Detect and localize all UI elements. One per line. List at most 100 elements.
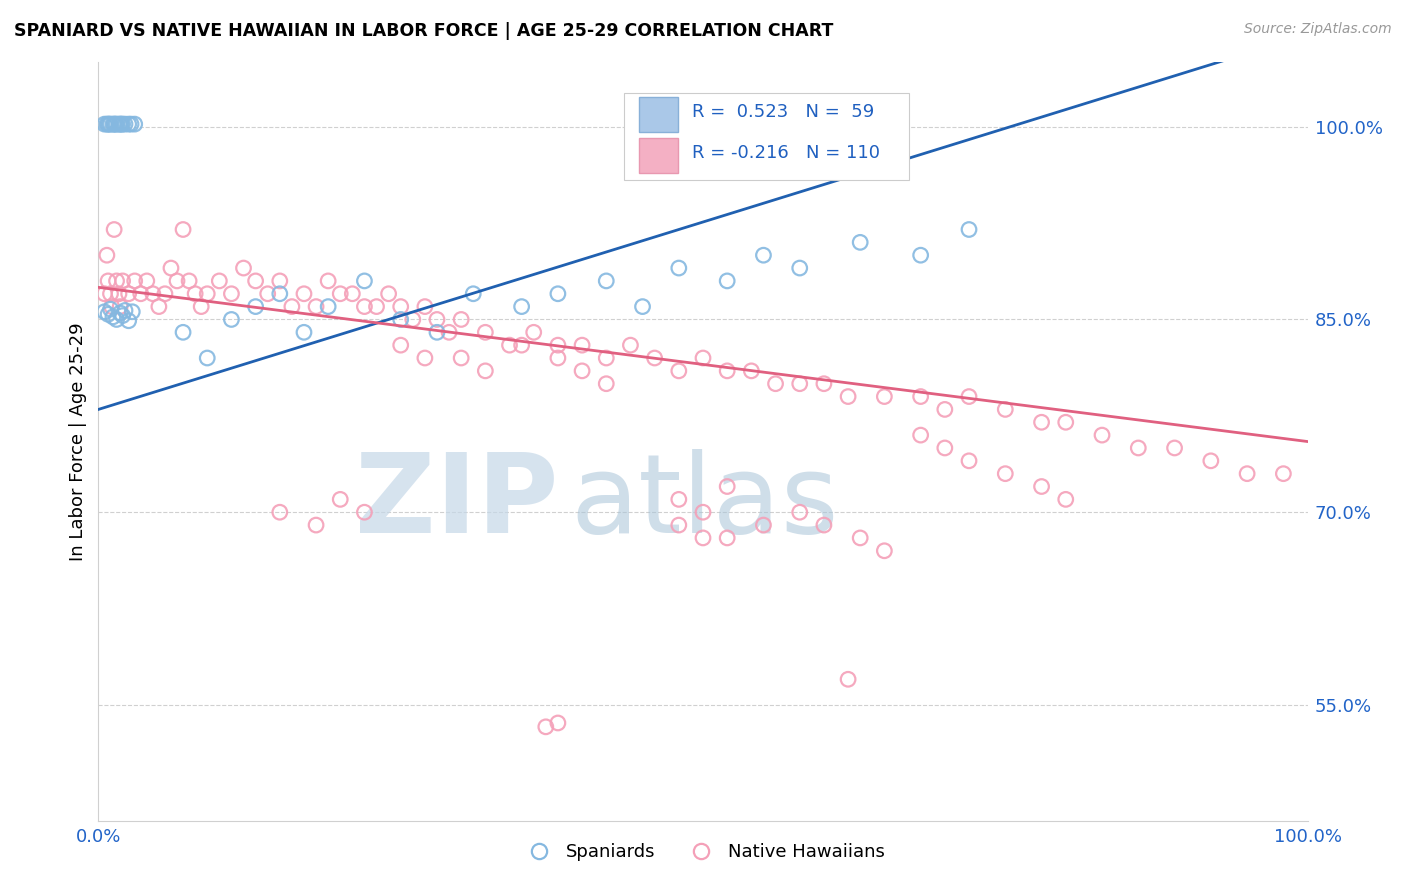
Point — [571, 338, 593, 352]
Point — [426, 312, 449, 326]
Point — [910, 390, 932, 404]
Point — [547, 716, 569, 731]
Point — [97, 307, 120, 321]
Point — [1054, 415, 1077, 429]
Point — [353, 300, 375, 314]
Point — [104, 117, 127, 131]
Point — [752, 248, 775, 262]
Point — [124, 274, 146, 288]
Point — [765, 376, 787, 391]
Point — [353, 505, 375, 519]
Point — [135, 274, 157, 288]
Point — [450, 351, 472, 365]
Point — [179, 274, 201, 288]
Text: Source: ZipAtlas.com: Source: ZipAtlas.com — [1244, 22, 1392, 37]
Point — [105, 117, 128, 131]
Point — [111, 309, 134, 323]
Point — [96, 117, 118, 131]
Point — [716, 274, 738, 288]
Point — [366, 300, 388, 314]
Point — [789, 505, 811, 519]
Point — [595, 376, 617, 391]
Point — [1031, 415, 1053, 429]
Point — [837, 390, 859, 404]
Point — [208, 274, 231, 288]
Point — [1031, 479, 1053, 493]
Point — [96, 248, 118, 262]
Point — [105, 312, 128, 326]
Point — [389, 338, 412, 352]
Point — [111, 274, 134, 288]
Point — [329, 286, 352, 301]
Point — [118, 286, 141, 301]
Point — [98, 117, 121, 131]
Point — [108, 300, 131, 314]
Point — [100, 302, 122, 317]
Point — [121, 304, 143, 318]
Point — [789, 376, 811, 391]
Point — [547, 286, 569, 301]
Point — [118, 117, 141, 131]
Point — [1199, 454, 1222, 468]
Point — [668, 518, 690, 533]
Point — [1272, 467, 1295, 481]
Point — [221, 286, 243, 301]
Point — [389, 300, 412, 314]
Point — [101, 117, 124, 131]
Bar — [638, 97, 678, 132]
Point — [329, 492, 352, 507]
Point — [142, 286, 165, 301]
Point — [910, 248, 932, 262]
Point — [353, 274, 375, 288]
Point — [668, 364, 690, 378]
Legend: Spaniards, Native Hawaiians: Spaniards, Native Hawaiians — [515, 836, 891, 869]
Point — [957, 454, 980, 468]
Point — [305, 518, 328, 533]
Text: atlas: atlas — [569, 449, 838, 556]
Point — [100, 286, 122, 301]
Point — [221, 312, 243, 326]
Point — [269, 505, 291, 519]
Point — [108, 117, 131, 131]
Point — [195, 286, 218, 301]
Point — [269, 274, 291, 288]
Point — [160, 261, 183, 276]
Point — [118, 314, 141, 328]
Point — [97, 117, 120, 131]
Point — [619, 338, 641, 352]
FancyBboxPatch shape — [624, 93, 908, 180]
Point — [437, 326, 460, 340]
Point — [1236, 467, 1258, 481]
Point — [716, 364, 738, 378]
Bar — [638, 138, 678, 173]
Point — [153, 286, 176, 301]
Text: SPANIARD VS NATIVE HAWAIIAN IN LABOR FORCE | AGE 25-29 CORRELATION CHART: SPANIARD VS NATIVE HAWAIIAN IN LABOR FOR… — [14, 22, 834, 40]
Point — [692, 505, 714, 519]
Point — [172, 222, 194, 236]
Point — [631, 300, 654, 314]
Point — [166, 274, 188, 288]
Point — [716, 479, 738, 493]
Point — [571, 364, 593, 378]
Point — [873, 390, 896, 404]
Point — [957, 390, 980, 404]
Point — [1128, 441, 1150, 455]
Point — [292, 286, 315, 301]
Point — [97, 274, 120, 288]
Point — [644, 351, 666, 365]
Point — [111, 117, 134, 131]
Point — [547, 338, 569, 352]
Point — [813, 518, 835, 533]
Point — [377, 286, 399, 301]
Point — [994, 467, 1017, 481]
Point — [245, 300, 267, 314]
Point — [716, 531, 738, 545]
Y-axis label: In Labor Force | Age 25-29: In Labor Force | Age 25-29 — [69, 322, 87, 561]
Point — [668, 492, 690, 507]
Point — [789, 261, 811, 276]
Point — [93, 286, 115, 301]
Point — [752, 518, 775, 533]
Point — [105, 274, 128, 288]
Point — [510, 338, 533, 352]
Point — [292, 326, 315, 340]
